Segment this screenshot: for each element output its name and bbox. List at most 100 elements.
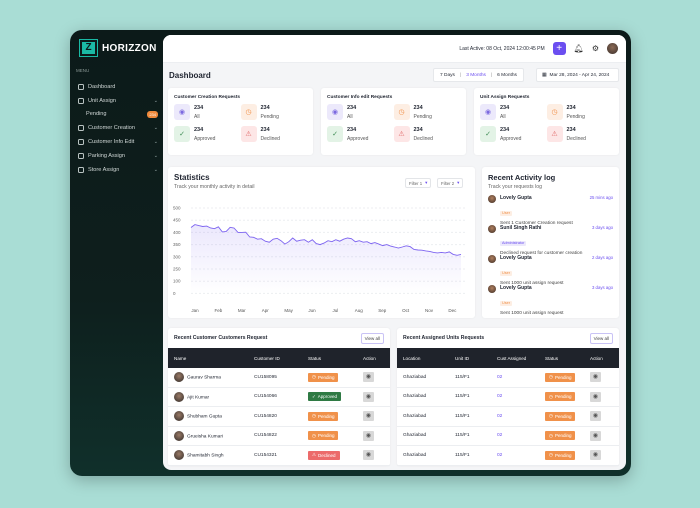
y-tick-label: 500 xyxy=(173,206,181,211)
chevron-down-icon: ▾ xyxy=(425,180,428,185)
range-3-months[interactable]: 3 Months xyxy=(466,72,486,78)
activity-item[interactable]: Sunil Singh Rathi 3 days ago Administrator… xyxy=(488,225,613,256)
customer-icon xyxy=(78,125,84,132)
cust-assigned-link[interactable]: 02 xyxy=(497,452,503,458)
clock-icon: ◷ xyxy=(240,104,257,120)
stat-value: 234 xyxy=(566,126,576,133)
customer-name: Shamitabh Singh xyxy=(187,453,224,459)
stat-all: ◉ 234 All xyxy=(480,104,547,120)
view-all-customers-button[interactable]: View all xyxy=(360,332,384,344)
y-tick-label: 450 xyxy=(173,218,181,223)
sidebar-item-customer-info-edit[interactable]: Customer Info Edit ⌄ xyxy=(76,135,158,149)
bell-icon[interactable]: 🔔︎ xyxy=(573,44,584,53)
column-header: Name xyxy=(174,355,187,361)
clock-icon: ◷ xyxy=(549,452,553,458)
unit-id: 115/F1 xyxy=(455,394,470,400)
view-button[interactable]: ◉ xyxy=(590,372,601,383)
customer-id: CU154321 xyxy=(254,452,277,458)
sidebar-item-pending[interactable]: Pending 234 xyxy=(86,110,158,118)
view-button[interactable]: ◉ xyxy=(363,411,374,422)
status-badge: ◷ Pending xyxy=(308,411,339,421)
view-button[interactable]: ◉ xyxy=(590,391,601,402)
date-range-picker[interactable]: ▦ Mar 28, 2024 - Apr 24, 2024 xyxy=(536,68,619,82)
add-button[interactable]: + xyxy=(552,42,566,55)
y-tick-label: 300 xyxy=(173,254,181,259)
view-all-units-button[interactable]: View all xyxy=(589,332,613,344)
activity-item[interactable]: Lovely Gupta 3 days ago User Sent 1000 unit… xyxy=(488,285,613,316)
view-button[interactable]: ◉ xyxy=(363,430,374,441)
customers-table-card: Recent Customer Customers Request View al… xyxy=(168,328,390,466)
filter-2-dropdown[interactable]: Filter 2 ▾ xyxy=(437,178,464,188)
cust-assigned-link[interactable]: 02 xyxy=(497,413,503,419)
units-table-title: Recent Assigned Units Requests xyxy=(403,335,485,341)
check-icon: ✓ xyxy=(480,126,496,142)
view-button[interactable]: ◉ xyxy=(590,450,601,461)
avatar[interactable] xyxy=(607,43,618,54)
column-header: Unit ID xyxy=(455,355,470,361)
stat-label: All xyxy=(194,113,200,120)
edit-icon xyxy=(78,139,84,146)
eye-icon: ◉ xyxy=(365,432,372,439)
cust-assigned-link[interactable]: 02 xyxy=(497,374,503,380)
parking-icon xyxy=(78,152,84,159)
pending-badge: 234 xyxy=(147,110,158,118)
y-tick-label: 0 xyxy=(173,291,176,296)
activity-item[interactable]: Lovely Gupta 2 days ago User Sent 1000 unit… xyxy=(488,255,613,286)
table-row: Ghaziabad 115/F1 02 ◷ Pending ◉ xyxy=(397,446,619,466)
activity-log-card: Recent Activity log Track your requests … xyxy=(482,167,619,318)
view-button[interactable]: ◉ xyxy=(363,391,374,402)
avatar xyxy=(174,372,184,383)
stat-pending: ◷ 234 Pending xyxy=(546,104,614,120)
y-tick-label: 100 xyxy=(173,279,181,284)
gear-icon[interactable]: ⚙ xyxy=(591,44,599,53)
customer-name: Shubham Gupta xyxy=(187,414,222,420)
x-tick-label: Jan xyxy=(191,308,199,313)
cust-assigned-link[interactable]: 02 xyxy=(497,433,503,439)
sidebar-item-store-assign[interactable]: Store Assign ⌄ xyxy=(76,163,158,177)
table-row: Ghaziabad 115/F1 02 ◷ Pending ◉ xyxy=(397,388,619,407)
avatar xyxy=(174,391,184,402)
user-icon: ◉ xyxy=(174,104,190,120)
activity-time: 2 days ago xyxy=(591,255,613,260)
x-tick-label: Apr xyxy=(262,308,270,313)
chevron-down-icon: ⌄ xyxy=(153,152,158,159)
sidebar-item-dashboard[interactable]: Dashboard xyxy=(76,80,158,94)
stat-declined: ⚠ 234 Declined xyxy=(393,126,461,142)
sidebar-item-customer-creation[interactable]: Customer Creation ⌄ xyxy=(76,121,158,135)
view-button[interactable]: ◉ xyxy=(590,411,601,422)
statistics-card: Statistics Track your monthly activity i… xyxy=(168,167,475,318)
customer-name: Gaurav Sharma xyxy=(187,375,221,381)
activity-user: Lovely Gupta xyxy=(500,255,532,261)
stat-approved: ✓ 234 Approved xyxy=(174,126,241,142)
stat-value: 234 xyxy=(566,104,576,111)
customer-name: Grueisha Kumari xyxy=(187,434,223,440)
table-row: Shamitabh Singh CU154321 ⚠ Declined ◉ xyxy=(168,446,390,466)
stat-declined: ⚠ 234 Declined xyxy=(546,126,614,142)
customer-name: Ajit Kumar xyxy=(187,395,210,401)
eye-icon: ◉ xyxy=(365,374,372,381)
status-badge: ◷ Pending xyxy=(545,392,576,402)
x-tick-label: Nov xyxy=(425,308,434,313)
sidebar-item-unit-assign[interactable]: Unit Assign ⌄ xyxy=(76,94,158,108)
customer-id: CU154066 xyxy=(254,394,277,400)
statistics-subtitle: Track your monthly activity in detail xyxy=(174,184,255,190)
range-7-days[interactable]: 7 Days xyxy=(440,72,455,78)
stat-card-title: Unit Assign Requests xyxy=(480,95,530,100)
sidebar-item-parking-assign[interactable]: Parking Assign ⌄ xyxy=(76,149,158,163)
avatar xyxy=(488,285,496,293)
activity-item[interactable]: Lovely Gupta 25 mins ago User Sent 1 Custom… xyxy=(488,195,613,226)
view-button[interactable]: ◉ xyxy=(363,450,374,461)
range-6-months[interactable]: 6 Months xyxy=(497,72,517,78)
view-button[interactable]: ◉ xyxy=(363,372,374,383)
activity-message: Sent 1000 unit assign request xyxy=(500,311,564,316)
stat-value: 234 xyxy=(194,126,204,133)
view-button[interactable]: ◉ xyxy=(590,430,601,441)
stat-value: 234 xyxy=(260,126,270,133)
stat-value: 234 xyxy=(500,104,510,111)
cust-assigned-link[interactable]: 02 xyxy=(497,394,503,400)
eye-icon: ◉ xyxy=(592,452,599,459)
stat-card: Customer Creation Requests ◉ 234 All ◷ 234 Pen… xyxy=(168,88,313,155)
activity-subtitle: Track your requests log xyxy=(488,184,543,190)
filter-1-dropdown[interactable]: Filter 1 ▾ xyxy=(405,178,432,188)
activity-message: Declined request for customer creation xyxy=(500,251,583,256)
